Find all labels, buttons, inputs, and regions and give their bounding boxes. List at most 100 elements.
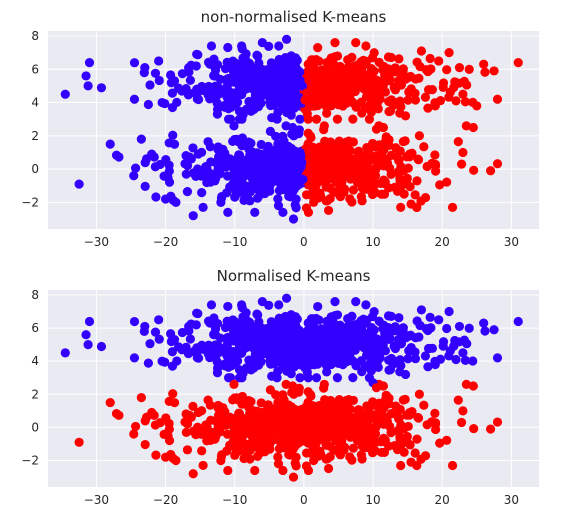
scatter-point bbox=[251, 326, 260, 335]
scatter-point bbox=[355, 164, 364, 173]
scatter-point bbox=[322, 343, 331, 352]
scatter-point bbox=[130, 353, 139, 362]
scatter-point bbox=[206, 157, 215, 166]
scatter-point bbox=[192, 320, 201, 329]
scatter-point bbox=[147, 150, 156, 159]
scatter-point bbox=[479, 319, 488, 328]
scatter-point bbox=[348, 97, 357, 106]
scatter-point bbox=[348, 114, 357, 123]
scatter-point bbox=[223, 317, 232, 326]
scatter-point bbox=[289, 472, 298, 481]
y-tick-label: 4 bbox=[31, 354, 39, 368]
x-tick-label: −20 bbox=[153, 493, 178, 507]
scatter-point bbox=[514, 58, 523, 67]
scatter-point bbox=[189, 211, 198, 220]
scatter-point bbox=[295, 125, 304, 134]
scatter-point bbox=[351, 38, 360, 47]
scatter-point bbox=[314, 451, 323, 460]
scatter-point bbox=[289, 214, 298, 223]
scatter-point bbox=[302, 88, 311, 97]
scatter-point bbox=[223, 466, 232, 475]
scatter-point bbox=[324, 464, 333, 473]
scatter-point bbox=[347, 456, 356, 465]
scatter-point bbox=[166, 70, 175, 79]
scatter-point bbox=[431, 161, 440, 170]
scatter-point bbox=[168, 362, 177, 371]
scatter-point bbox=[355, 81, 364, 90]
scatter-point bbox=[404, 73, 413, 82]
scatter-point bbox=[411, 190, 420, 199]
scatter-point bbox=[235, 365, 244, 374]
scatter-point bbox=[468, 356, 477, 365]
scatter-point bbox=[472, 101, 481, 110]
scatter-point bbox=[313, 302, 322, 311]
scatter-point bbox=[130, 317, 139, 326]
scatter-point bbox=[421, 193, 430, 202]
scatter-point bbox=[426, 313, 435, 322]
scatter-point bbox=[411, 448, 420, 457]
scatter-point bbox=[192, 85, 201, 94]
x-tick-label: −10 bbox=[222, 235, 247, 249]
scatter-point bbox=[401, 395, 410, 404]
scatter-point bbox=[361, 300, 370, 309]
scatter-point bbox=[114, 411, 123, 420]
scatter-point bbox=[462, 121, 471, 130]
scatter-point bbox=[219, 345, 228, 354]
scatter-point bbox=[282, 366, 291, 375]
scatter-point bbox=[85, 58, 94, 67]
scatter-point bbox=[423, 162, 432, 171]
scatter-point bbox=[425, 344, 434, 353]
scatter-point bbox=[458, 348, 467, 357]
scatter-point bbox=[384, 356, 393, 365]
scatter-point bbox=[462, 339, 471, 348]
scatter-point bbox=[442, 436, 451, 445]
scatter-point bbox=[421, 451, 430, 460]
scatter-point bbox=[280, 359, 289, 368]
scatter-point bbox=[333, 373, 342, 382]
scatter-point bbox=[207, 41, 216, 50]
scatter-point bbox=[273, 108, 282, 117]
scatter-point bbox=[151, 192, 160, 201]
x-tick-label: −10 bbox=[222, 493, 247, 507]
scatter-point bbox=[140, 322, 149, 331]
scatter-point bbox=[343, 157, 352, 166]
scatter-point bbox=[357, 411, 366, 420]
scatter-point bbox=[376, 152, 385, 161]
scatter-point bbox=[263, 403, 272, 412]
scatter-point bbox=[318, 406, 327, 415]
scatter-point bbox=[280, 100, 289, 109]
scatter-point bbox=[263, 330, 272, 339]
scatter-point bbox=[302, 347, 311, 356]
scatter-point bbox=[182, 169, 191, 178]
scatter-point bbox=[374, 363, 383, 372]
scatter-point bbox=[403, 174, 412, 183]
scatter-point bbox=[493, 95, 502, 104]
scatter-point bbox=[278, 390, 287, 399]
scatter-point bbox=[216, 427, 225, 436]
scatter-point bbox=[332, 416, 341, 425]
scatter-point bbox=[489, 325, 498, 334]
scatter-point bbox=[407, 343, 416, 352]
scatter-point bbox=[159, 430, 168, 439]
scatter-point bbox=[458, 148, 467, 157]
scatter-point bbox=[406, 458, 415, 467]
scatter-point bbox=[348, 373, 357, 382]
scatter-point bbox=[295, 115, 304, 124]
scatter-point bbox=[302, 461, 311, 470]
scatter-point bbox=[318, 74, 327, 83]
scatter-point bbox=[278, 411, 287, 420]
scatter-point bbox=[312, 115, 321, 124]
scatter-point bbox=[130, 58, 139, 67]
scatter-point bbox=[448, 461, 457, 470]
scatter-point bbox=[385, 422, 394, 431]
scatter-point bbox=[298, 433, 307, 442]
scatter-point bbox=[281, 312, 290, 321]
scatter-point bbox=[406, 199, 415, 208]
scatter-point bbox=[279, 61, 288, 70]
scatter-point bbox=[361, 104, 370, 113]
scatter-point bbox=[214, 403, 223, 412]
scatter-point bbox=[379, 62, 388, 71]
scatter-point bbox=[154, 56, 163, 65]
scatter-point bbox=[364, 176, 373, 185]
scatter-point bbox=[106, 140, 115, 149]
